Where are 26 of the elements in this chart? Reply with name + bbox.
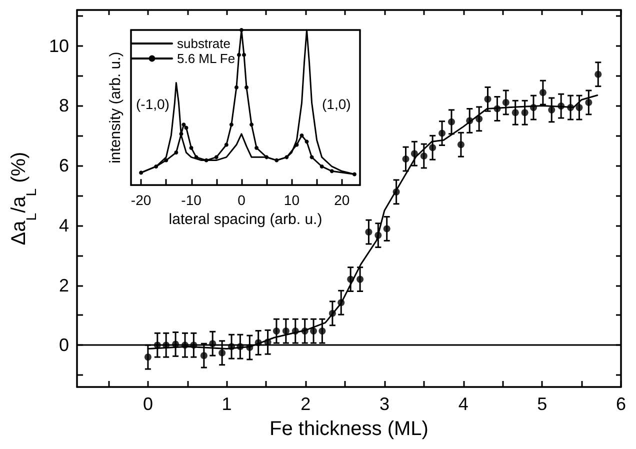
- y-axis-title: ΔaL/aL (%): [8, 152, 40, 246]
- x-tick-label: 2: [300, 394, 311, 414]
- y-tick-label: 8: [58, 96, 69, 116]
- legend-label: substrate: [177, 36, 230, 51]
- y-tick-label: 6: [58, 156, 69, 176]
- x-tick-label: 0: [238, 192, 246, 208]
- annotation: (-1,0): [136, 96, 170, 112]
- x-tick-label: -10: [181, 192, 202, 208]
- y-tick-label: 10: [48, 36, 69, 56]
- y-tick-label: 4: [58, 215, 69, 236]
- x-tick-label: 10: [284, 192, 300, 208]
- legend-label: 5.6 ML Fe: [177, 51, 236, 66]
- annotation: (1,0): [322, 96, 351, 112]
- x-tick-label: 4: [458, 394, 468, 414]
- y-tick-label: 0: [58, 335, 69, 356]
- x-tick-label: 6: [616, 394, 626, 414]
- x-tick-label: 20: [334, 192, 350, 208]
- x-tick-label: 1: [222, 394, 232, 414]
- y-tick-label: 2: [58, 275, 69, 296]
- x-tick-label: 0: [142, 394, 153, 414]
- x-tick-label: 3: [379, 394, 390, 414]
- x-tick-label: 5: [537, 394, 548, 414]
- y-axis-title: intensity (arb. u.): [107, 52, 124, 164]
- x-tick-label: -20: [130, 192, 152, 208]
- x-axis-title: lateral spacing (arb. u.): [168, 211, 322, 228]
- x-axis-title: Fe thickness (ML): [270, 418, 428, 440]
